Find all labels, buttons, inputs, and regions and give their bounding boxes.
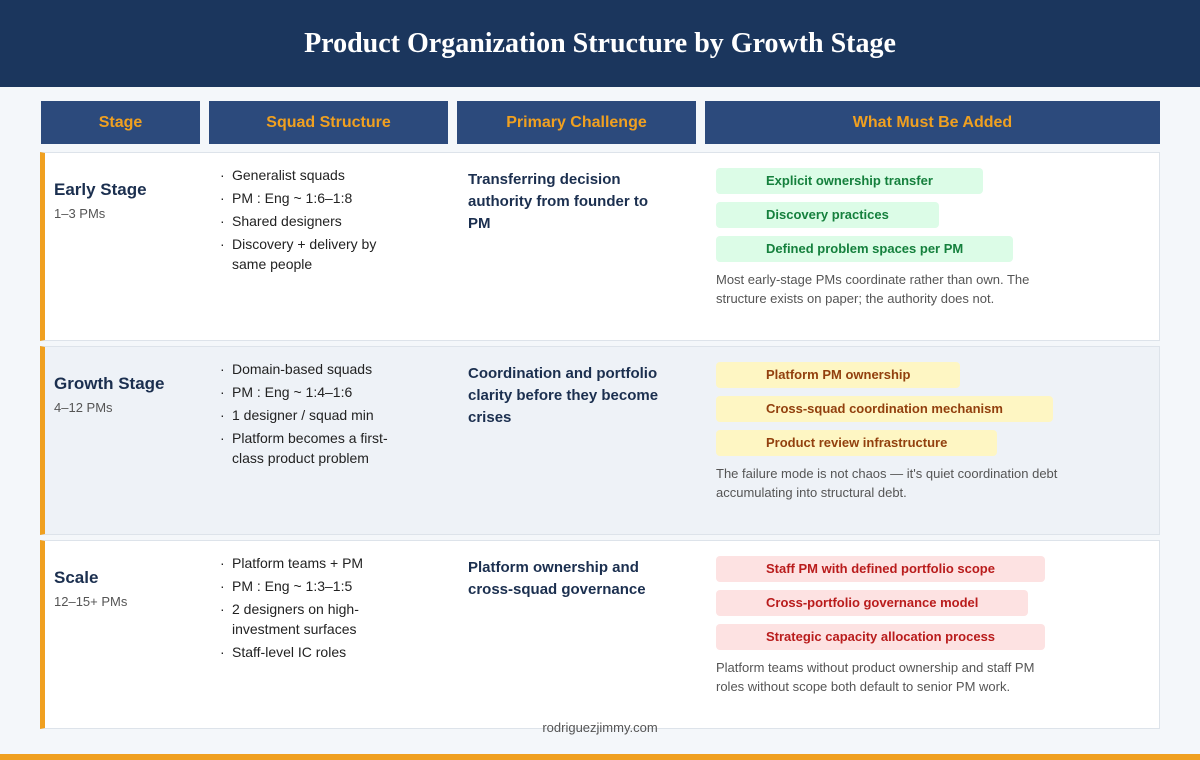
- stage-name: Early Stage: [54, 180, 147, 199]
- column-header: What Must Be Added: [705, 101, 1160, 144]
- squad-item: 1 designer / squad min: [220, 405, 390, 425]
- addition-tag: Staff PM with defined portfolio scope: [716, 556, 1045, 582]
- squad-item: Discovery + delivery by same people: [220, 234, 390, 274]
- stage-range: 12–15+ PMs: [54, 594, 128, 609]
- squad-list: Platform teams + PM PM : Eng ~ 1:3–1:5 2 d…: [220, 553, 390, 665]
- challenge: Transferring decision authority from fou…: [468, 171, 648, 232]
- additions: Platform PM ownership Cross-squad coordin…: [716, 362, 1066, 502]
- challenge: Coordination and portfolio clarity befor…: [468, 365, 659, 426]
- note: Most early-stage PMs coordinate rather t…: [716, 272, 1030, 306]
- addition-tag: Cross-squad coordination mechanism: [716, 396, 1053, 422]
- header: Product Organization Structure by Growth…: [0, 0, 1200, 87]
- table-row: Scale 12–15+ PMs Platform teams + PM PM : E…: [40, 540, 1160, 729]
- challenge: Platform ownership and cross-squad gover…: [468, 559, 646, 598]
- squad-item: PM : Eng ~ 1:6–1:8: [220, 188, 390, 208]
- squad-item: PM : Eng ~ 1:4–1:6: [220, 382, 390, 402]
- column-header: Squad Structure: [209, 101, 448, 144]
- footer: rodriguezjimmy.com: [542, 720, 658, 735]
- squad-item: Shared designers: [220, 211, 390, 231]
- table-row: Growth Stage 4–12 PMs Domain-based squads P…: [40, 346, 1160, 535]
- stage-range: 4–12 PMs: [54, 400, 113, 415]
- squad-item: Platform teams + PM: [220, 553, 390, 573]
- squad-item: 2 designers on high-investment surfaces: [220, 599, 390, 639]
- squad-item: PM : Eng ~ 1:3–1:5: [220, 576, 390, 596]
- squad-item: Domain-based squads: [220, 359, 390, 379]
- addition-tag: Product review infrastructure: [716, 430, 998, 456]
- addition-tag: Discovery practices: [716, 202, 939, 228]
- squad-list: Domain-based squads PM : Eng ~ 1:4–1:6 1 d…: [220, 359, 390, 471]
- title: Product Organization Structure by Growth…: [304, 28, 896, 59]
- addition-tag: Cross-portfolio governance model: [716, 590, 1029, 616]
- note: Platform teams without product ownership…: [716, 660, 1035, 694]
- table-row: Early Stage 1–3 PMs Generalist squads PM : …: [40, 152, 1160, 341]
- squad-item: Generalist squads: [220, 165, 390, 185]
- addition-tag: Explicit ownership transfer: [716, 168, 983, 194]
- additions: Staff PM with defined portfolio scope Cro…: [716, 556, 1066, 696]
- squad-item: Staff-level IC roles: [220, 642, 390, 662]
- addition-tag: Defined problem spaces per PM: [716, 236, 1014, 262]
- column-header: Primary Challenge: [457, 101, 696, 144]
- note: The failure mode is not chaos — it's qui…: [716, 466, 1058, 500]
- squad-item: Platform becomes a first-class product p…: [220, 428, 390, 468]
- squad-list: Generalist squads PM : Eng ~ 1:6–1:8 Share…: [220, 165, 390, 277]
- stage-name: Scale: [54, 568, 99, 587]
- addition-tag: Strategic capacity allocation process: [716, 624, 1046, 650]
- footer-bar: [0, 754, 1200, 760]
- additions: Explicit ownership transfer Discovery pra…: [716, 168, 1066, 308]
- stage-name: Growth Stage: [54, 374, 165, 393]
- stage-range: 1–3 PMs: [54, 206, 106, 221]
- addition-tag: Platform PM ownership: [716, 362, 961, 388]
- column-header: Stage: [41, 101, 200, 144]
